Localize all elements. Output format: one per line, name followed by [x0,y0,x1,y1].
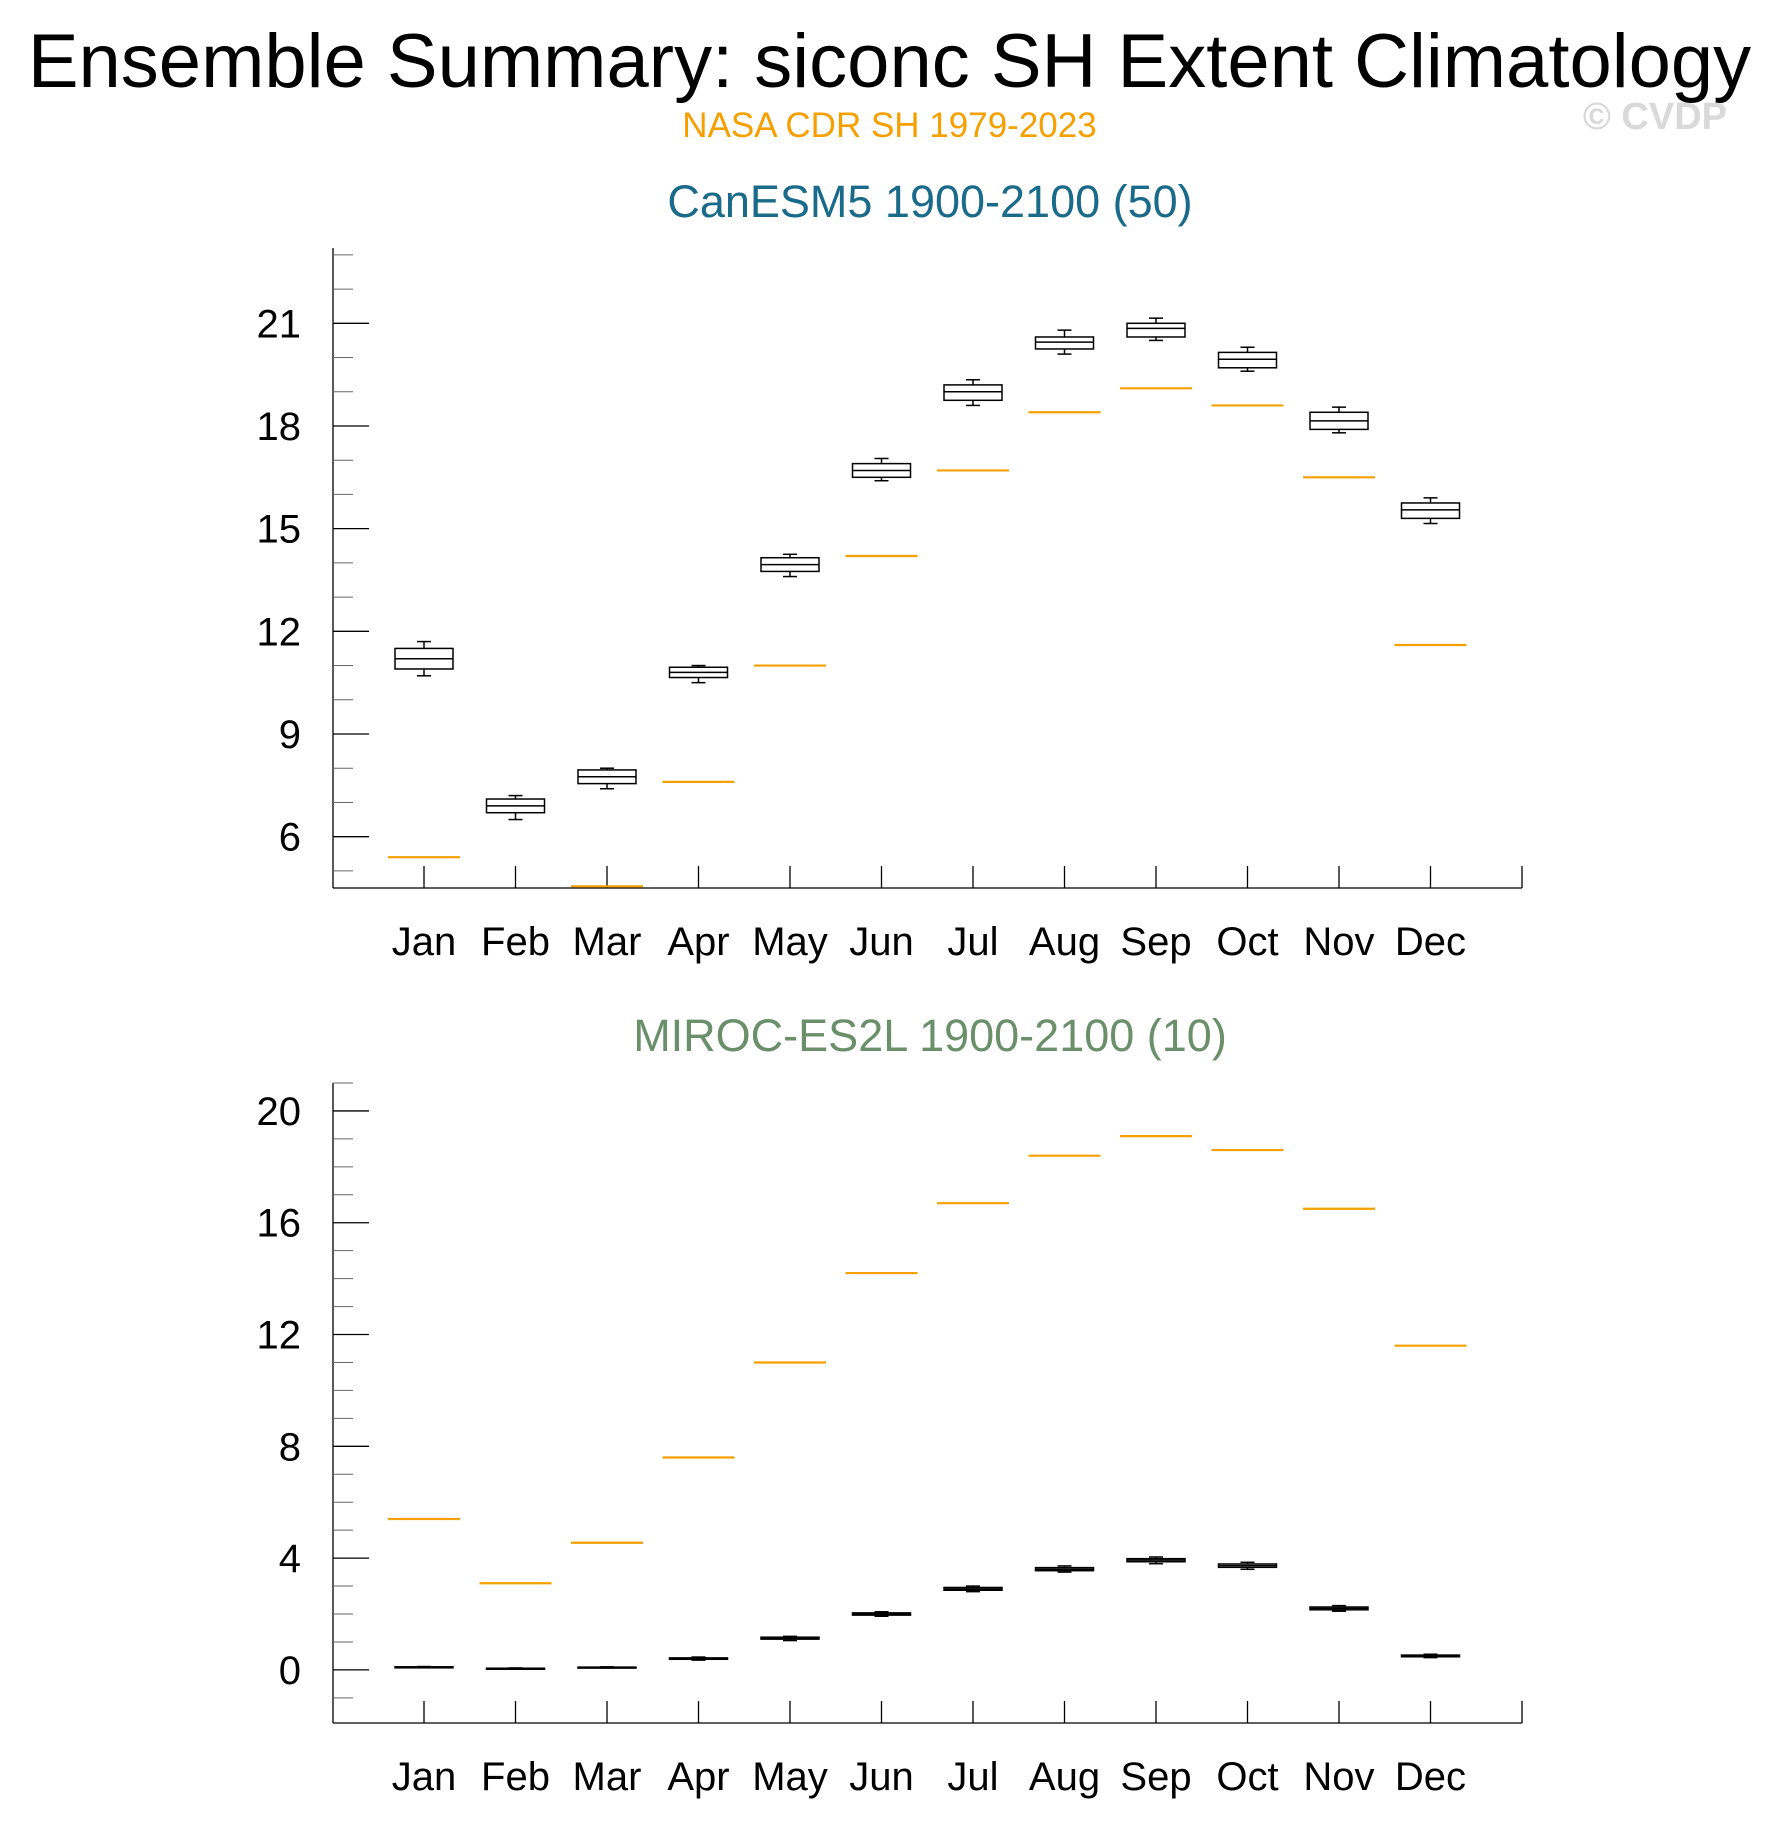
x-tick-label: Sep [1120,920,1191,964]
ensemble-box [1400,1653,1461,1659]
x-tick-label: Sep [1120,1755,1191,1799]
ensemble-box [1309,406,1369,434]
y-tick-label: 4 [279,1537,301,1581]
x-tick-label: Jan [392,920,457,964]
box-iqr [1400,502,1461,520]
x-tick-label: Apr [667,920,729,964]
y-tick-label: 9 [279,713,301,757]
ensemble-box [943,379,1003,407]
ensemble-box [394,1665,454,1669]
ensemble-box [851,1611,912,1617]
x-tick-label: Oct [1216,920,1278,964]
x-tick-label: Nov [1303,920,1374,964]
y-tick-label: 21 [257,302,302,346]
ensemble-box [1217,1561,1278,1571]
panel-1-title: CanESM5 1900-2100 (50) [667,176,1193,227]
x-tick-label: Dec [1395,1755,1466,1799]
ensemble-box [485,1667,546,1670]
x-tick-label: Dec [1395,920,1466,964]
y-tick-label: 8 [279,1425,301,1469]
x-tick-label: Jul [947,1755,998,1799]
x-tick-label: May [752,1755,828,1799]
observation-label: NASA CDR SH 1979-2023 [682,106,1097,145]
y-tick-label: 18 [257,405,302,449]
x-tick-label: Jul [947,920,998,964]
y-tick-label: 16 [257,1202,302,1246]
y-tick-label: 0 [279,1649,301,1693]
watermark: © CVDP [1582,96,1727,138]
figure-title: Ensemble Summary: siconc SH Extent Clima… [27,19,1752,104]
y-tick-label: 15 [257,508,302,552]
ensemble-box [1400,497,1461,525]
x-tick-label: Oct [1216,1755,1278,1799]
box-iqr [1217,351,1278,369]
x-tick-label: Aug [1029,920,1100,964]
ensemble-box [577,767,637,790]
y-tick-label: 12 [257,1314,302,1358]
y-tick-label: 6 [279,816,301,860]
x-tick-label: Jun [849,920,914,964]
box-iqr [1126,322,1186,338]
x-tick-label: Nov [1303,1755,1374,1799]
y-tick-label: 20 [257,1090,302,1134]
x-tick-label: May [752,920,828,964]
ensemble-box [668,664,729,684]
ensemble-box [1126,1556,1186,1565]
x-tick-label: Mar [573,1755,642,1799]
ensemble-box [668,1656,729,1661]
ensemble-box [577,1666,637,1669]
x-tick-label: Jan [392,1755,457,1799]
panel-2-title: MIROC-ES2L 1900-2100 (10) [633,1010,1227,1061]
ensemble-box [943,1585,1003,1593]
x-tick-label: Mar [573,920,642,964]
ensemble-box [760,553,820,578]
y-tick-label: 12 [257,610,302,654]
ensemble-box [1034,1565,1095,1573]
x-tick-label: Aug [1029,1755,1100,1799]
ensemble-box [760,1635,820,1642]
x-tick-label: Feb [481,1755,550,1799]
ensemble-box [851,457,912,482]
ensemble-box [1034,329,1095,355]
box-iqr [943,384,1003,402]
ensemble-box [394,640,454,677]
ensemble-box [1217,346,1278,372]
ensemble-box [1309,1604,1369,1612]
ensemble-box [1126,317,1186,342]
x-tick-label: Feb [481,920,550,964]
canesm5-box-chart: 6 9 12 15 18 21 Jan Feb Mar Apr May Jun Jul Aug Sep Oct… [257,248,1523,964]
miroc-es2l-box-chart: 0 4 8 12 16 20 Jan Feb Mar Apr May Jun Jul Aug Sep Oct N… [257,1082,1523,1799]
box-iqr [1034,336,1095,350]
ensemble-box [485,794,546,821]
x-tick-label: Apr [667,1755,729,1799]
x-tick-label: Jun [849,1755,914,1799]
